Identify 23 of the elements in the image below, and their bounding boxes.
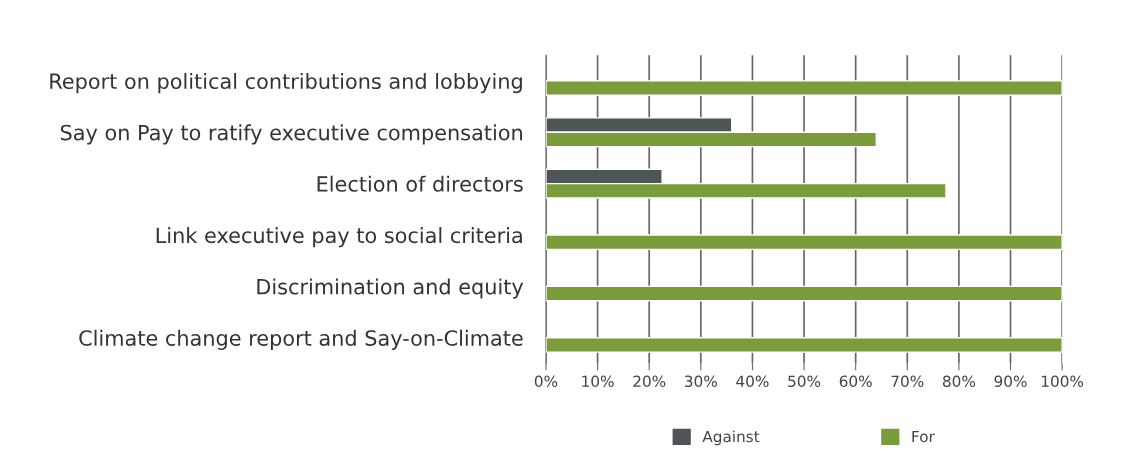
x-tick-label: 90% [994,375,1027,388]
legend-label: For [912,430,935,443]
x-tick-label: 0% [534,375,558,388]
legend-label: Against [702,430,760,446]
y-tick-label: Link executive pay to social criteria [156,227,522,248]
y-tick-label: Report on political contributions and lobbying [50,72,522,94]
bar [545,80,1063,96]
x-tick-label: 40% [736,375,769,388]
y-tick-label: Say on Pay to ratify executive compensation [60,124,522,145]
x-tick-label: 30% [685,375,717,388]
x-tick-label: 50% [788,375,821,388]
x-tick-label: 100% [1041,375,1084,388]
bar [545,234,1063,251]
y-tick-label: Discrimination and equity [257,278,524,299]
x-tick-label: 70% [891,375,924,388]
x-tick-label: 20% [633,375,666,388]
x-tick-label: 10% [582,375,614,388]
x-tick-label: 60% [839,375,872,388]
y-tick-label: Climate change report and Say-on-Climate [79,329,523,350]
x-tick-label: 80% [942,375,976,388]
bar [545,337,1063,353]
y-tick-label: Election of directors [317,175,523,192]
bar [545,285,1063,302]
